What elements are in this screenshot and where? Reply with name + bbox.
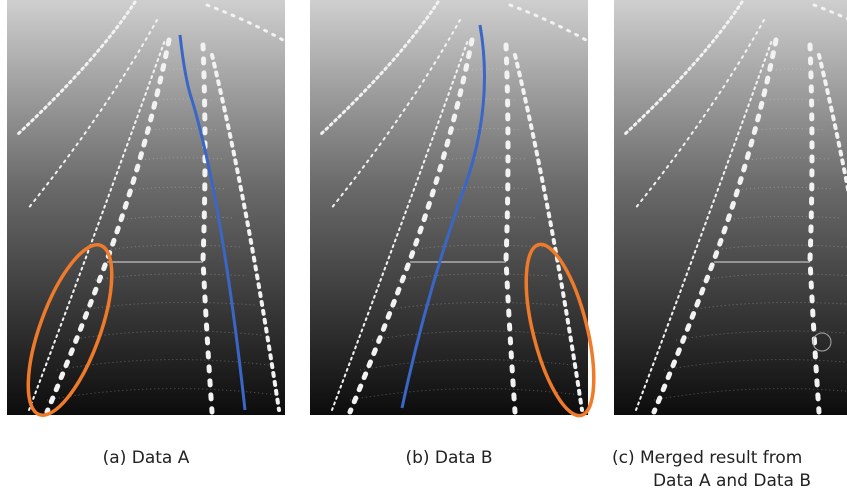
caption: (b) Data B (405, 448, 492, 468)
panel-b (310, 0, 607, 422)
caption: Data A and Data B (653, 471, 811, 491)
figure: (a) Data A (b) Data B (c) Merged result … (0, 0, 847, 492)
caption: (a) Data A (103, 448, 190, 468)
caption: (c) Merged result from (612, 448, 802, 468)
panel-c (614, 0, 847, 415)
panel-a (7, 0, 285, 425)
